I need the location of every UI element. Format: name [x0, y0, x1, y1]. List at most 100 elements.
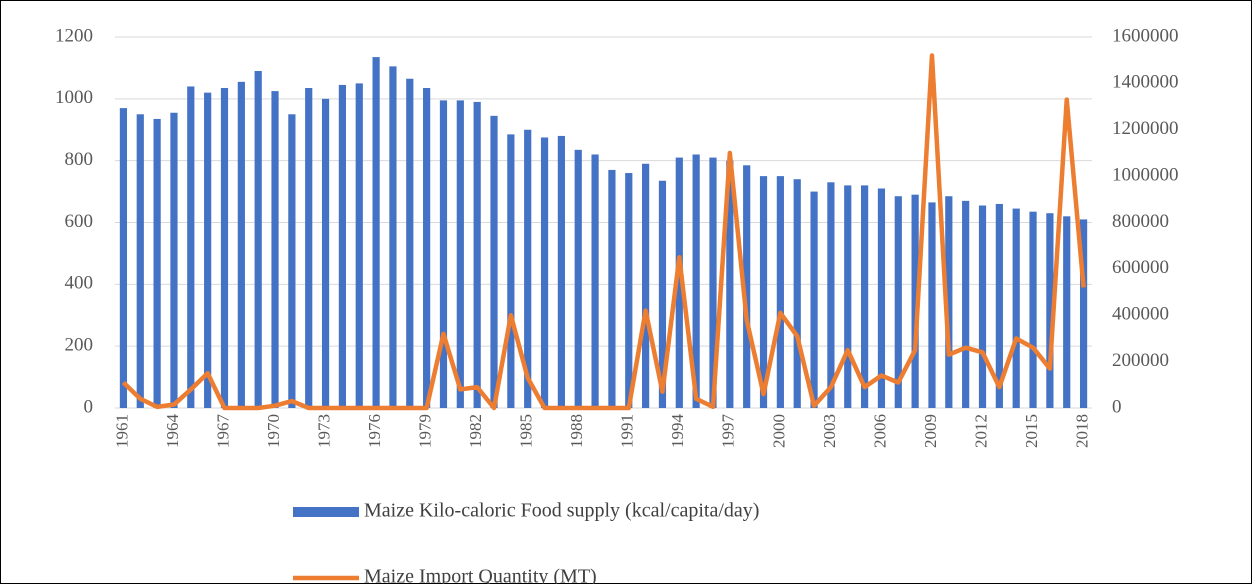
- y2-tick-label: 200000: [1112, 350, 1169, 371]
- bar: [1063, 216, 1071, 408]
- bar: [507, 134, 515, 408]
- bar: [439, 100, 448, 409]
- bar: [305, 88, 313, 408]
- x-tick-label: 1979: [416, 414, 435, 448]
- bar: [524, 129, 532, 408]
- bar: [692, 154, 700, 408]
- bar: [456, 100, 464, 409]
- legend-label: Maize Kilo-caloric Food supply (kcal/cap…: [364, 500, 759, 522]
- line: [121, 53, 1086, 411]
- x-tick-label: 2015: [1022, 414, 1041, 448]
- y2-tick-label: 1000000: [1112, 164, 1179, 185]
- bar: [709, 157, 717, 408]
- bar: [136, 114, 144, 409]
- x-tick-label: 1988: [567, 414, 586, 448]
- x-tick-label: 1961: [112, 414, 131, 448]
- bar: [877, 188, 886, 408]
- bar: [776, 176, 784, 408]
- y-tick-label: 400: [65, 273, 94, 294]
- bar: [827, 182, 835, 408]
- bar: [743, 165, 751, 408]
- bar: [810, 191, 818, 408]
- y2-tick-label: 1600000: [1112, 25, 1179, 46]
- x-tick-label: 1985: [517, 414, 536, 448]
- x-tick-label: 1967: [213, 414, 232, 449]
- bar: [271, 91, 279, 409]
- bar: [288, 114, 296, 409]
- x-tick-label: 2006: [870, 414, 889, 448]
- y2-tick-label: 1200000: [1112, 118, 1179, 139]
- y-tick-label: 200: [65, 335, 94, 356]
- y2-tick-label: 800000: [1112, 211, 1169, 232]
- y-tick-label: 800: [65, 149, 94, 170]
- bar: [220, 88, 229, 408]
- bar: [355, 83, 363, 408]
- bar: [1079, 219, 1088, 408]
- bar: [608, 169, 616, 408]
- bar: [574, 149, 582, 409]
- x-tick-label: 2018: [1072, 414, 1091, 448]
- legend-swatch: [293, 507, 359, 517]
- bar: [321, 98, 330, 408]
- bar: [928, 202, 936, 408]
- y2-tick-label: 600000: [1112, 257, 1169, 278]
- bar: [540, 137, 549, 408]
- bar: [962, 200, 970, 408]
- bar: [254, 71, 262, 408]
- bar: [1012, 208, 1020, 408]
- bar: [170, 112, 178, 408]
- x-tick-label: 1970: [264, 414, 283, 448]
- x-tick-label: 2009: [921, 414, 940, 448]
- bar: [1046, 213, 1054, 408]
- x-tick-label: 1976: [365, 414, 384, 448]
- bar: [625, 173, 633, 408]
- y2-tick-label: 0: [1112, 396, 1122, 417]
- bar: [726, 160, 734, 408]
- x-tick-label: 1997: [719, 414, 738, 449]
- y2-tick-label: 1400000: [1112, 72, 1179, 93]
- bar: [945, 196, 953, 408]
- bar: [490, 115, 498, 409]
- bar: [995, 203, 1003, 408]
- x-tick-label: 1973: [314, 414, 333, 448]
- bar: [658, 180, 667, 408]
- x-tick-label: 1991: [618, 414, 637, 448]
- x-tick-label: 1994: [668, 414, 687, 449]
- bar: [204, 92, 212, 409]
- bar: [473, 101, 481, 409]
- x-tick-label: 2003: [820, 414, 839, 448]
- bar: [978, 205, 987, 408]
- y-tick-label: 1200: [55, 25, 93, 46]
- y2-tick-label: 400000: [1112, 304, 1169, 325]
- bar: [119, 108, 128, 408]
- y-tick-label: 0: [84, 396, 94, 417]
- bar: [1029, 211, 1037, 408]
- bar: [237, 81, 245, 409]
- bar: [406, 78, 414, 409]
- bar: [675, 157, 683, 408]
- bar: [860, 185, 869, 408]
- bar: [338, 84, 347, 408]
- bar: [557, 135, 565, 408]
- legend-label: Maize Import Quantity (MT): [364, 566, 597, 584]
- x-tick-label: 1982: [466, 414, 485, 448]
- bar: [187, 86, 195, 408]
- x-tick-label: 2000: [769, 414, 788, 448]
- bar: [591, 154, 599, 408]
- bar: [423, 88, 431, 408]
- x-tick-label: 1964: [163, 414, 182, 449]
- bar: [844, 185, 852, 408]
- bar: [372, 57, 380, 409]
- y-tick-label: 600: [65, 211, 94, 232]
- bar: [793, 179, 801, 408]
- bar: [642, 163, 650, 408]
- x-tick-label: 2012: [971, 414, 990, 448]
- y-tick-label: 1000: [55, 87, 93, 108]
- bar: [911, 194, 919, 408]
- bar: [389, 66, 397, 408]
- bar: [759, 176, 768, 408]
- bar: [894, 196, 902, 408]
- bar: [153, 118, 161, 408]
